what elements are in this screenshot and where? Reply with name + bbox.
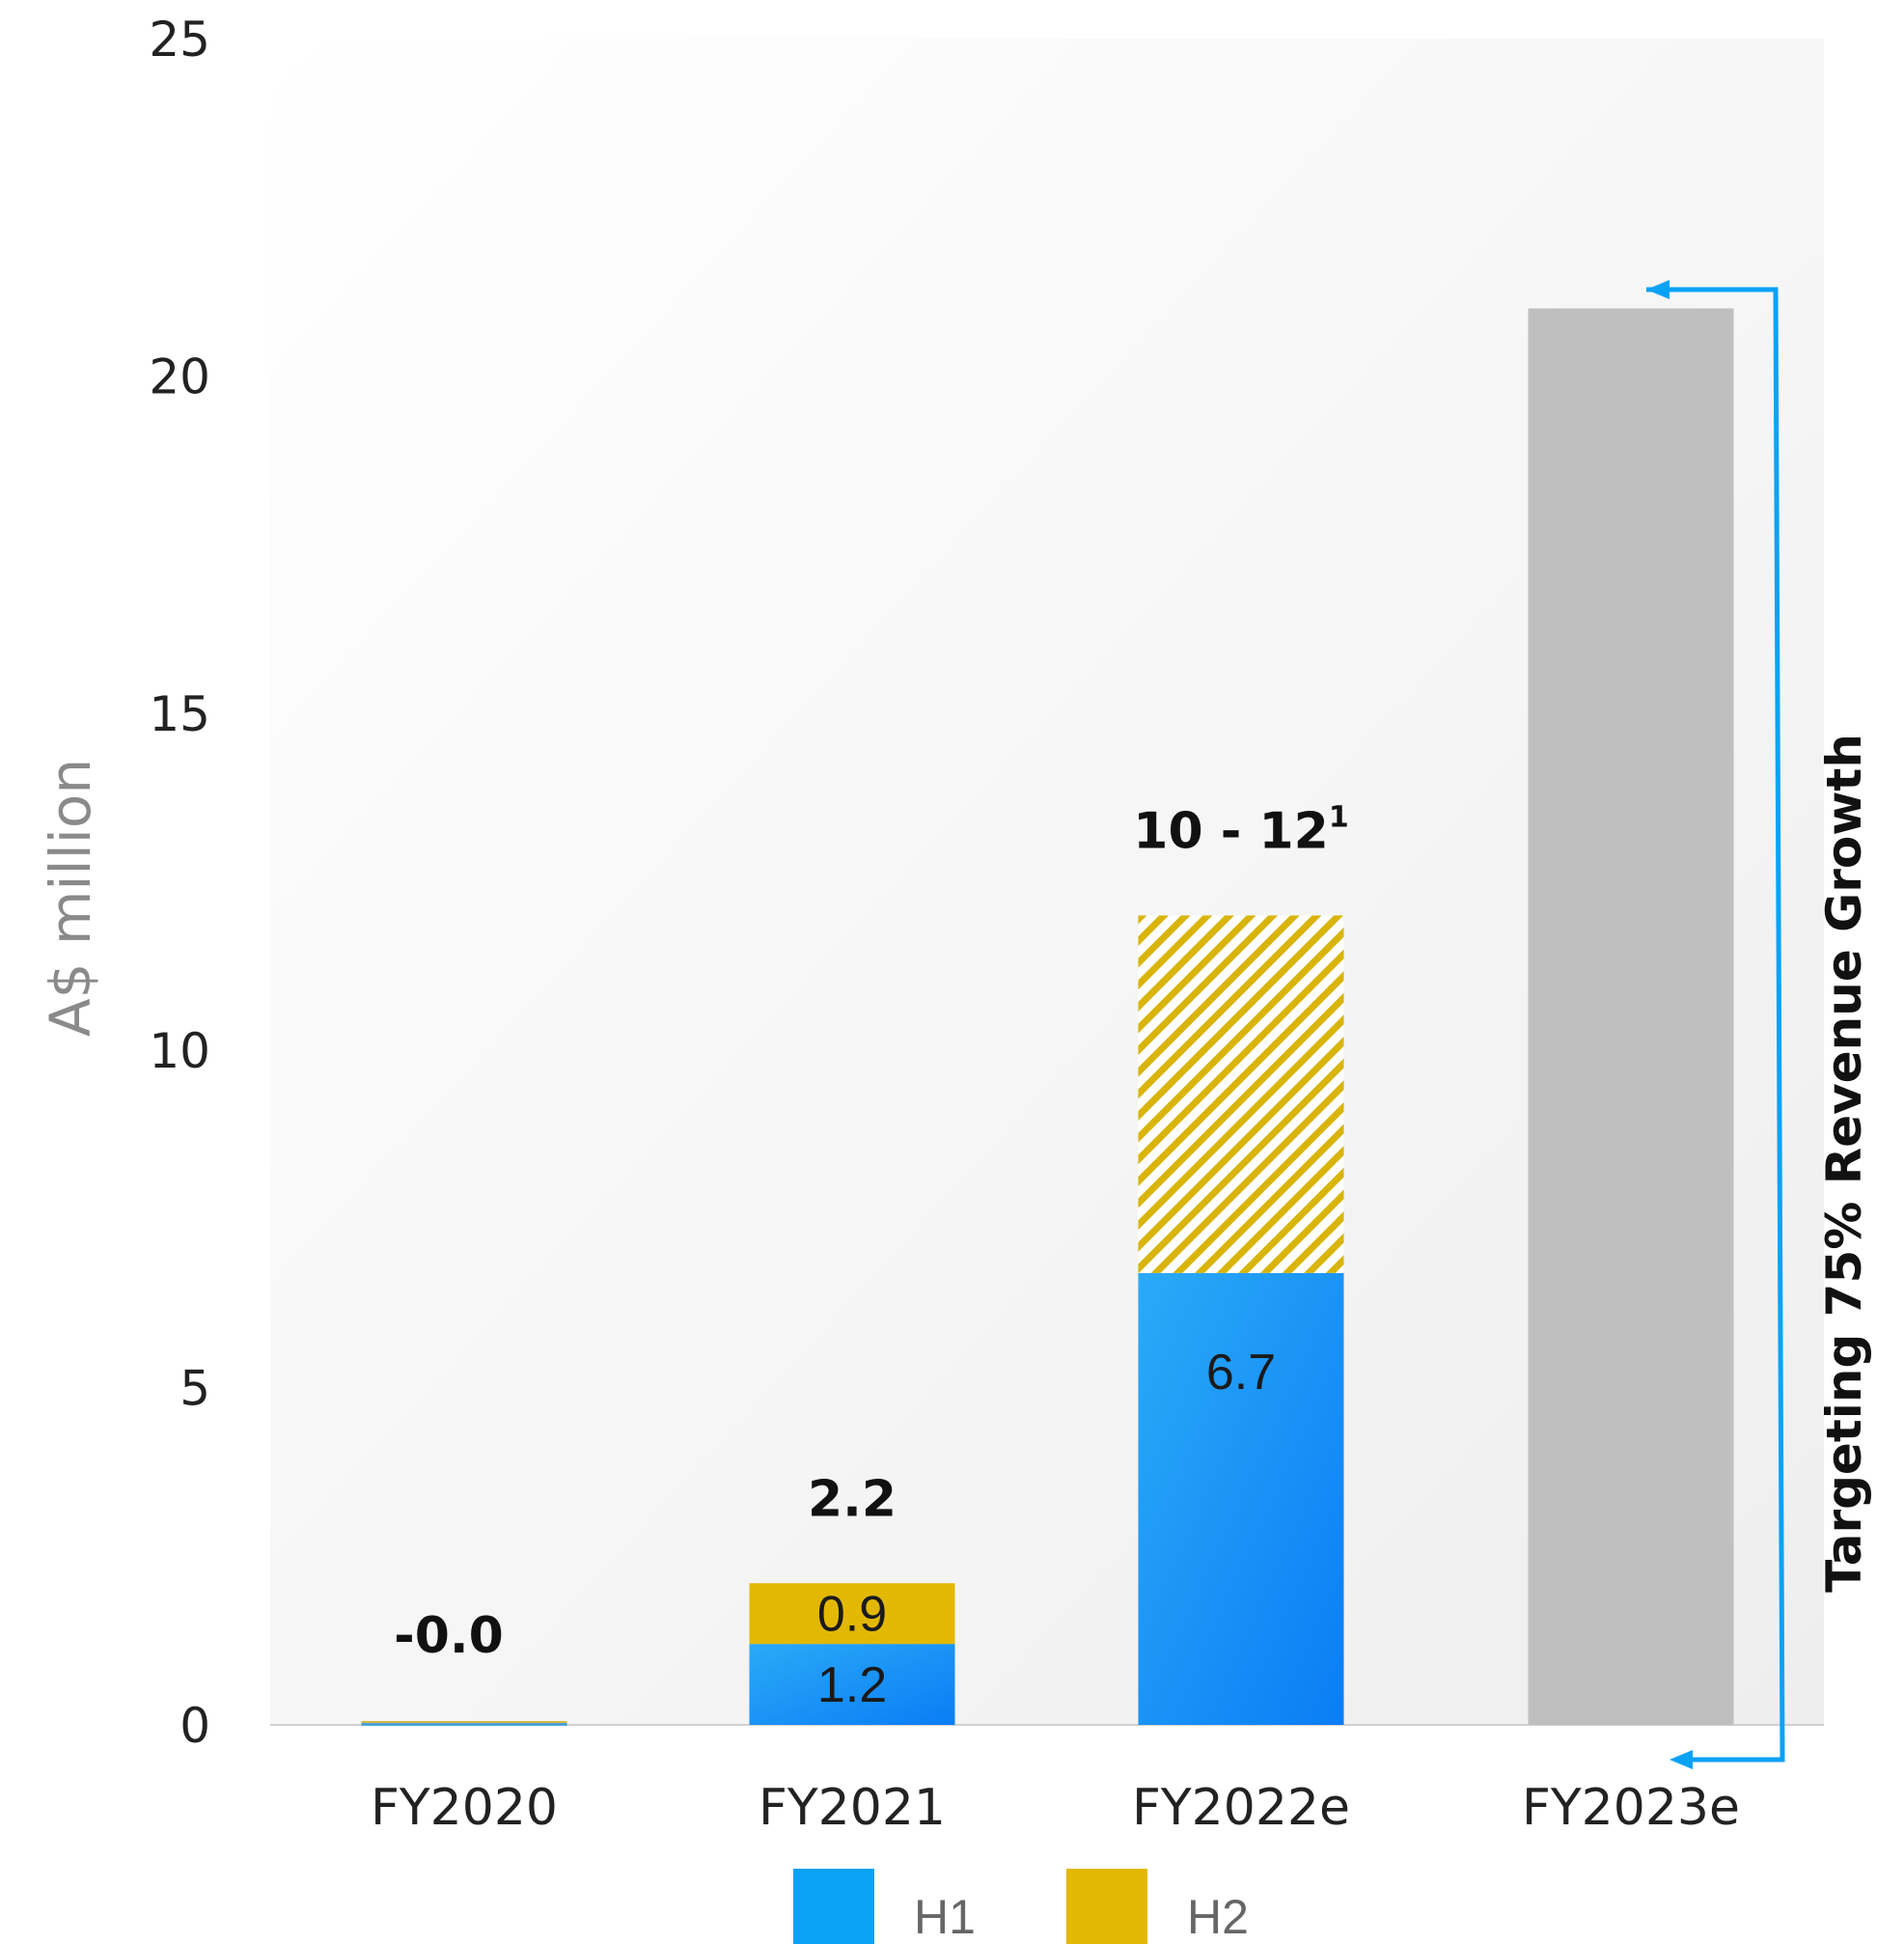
total-label: 2.2 [808,1470,897,1528]
total-label: 10 - 121 [1133,800,1348,860]
y-axis-label: A$ million [38,759,103,1037]
bar-FY2022e-h1 [1139,1273,1344,1725]
y-tick-label: 25 [149,12,210,68]
total-label-value: 2.2 [808,1470,897,1528]
bar-FY2022e-h2 [1139,915,1344,1272]
y-axis-ticks: 0 5 10 15 20 25 [149,12,210,1754]
legend-swatch-H1 [793,1869,874,1944]
legend-label: H1 [914,1890,976,1944]
segment-label-h2: 0.9 [817,1587,887,1643]
y-tick-label: 5 [179,1361,210,1417]
footnote-marker: 1 [1329,800,1349,834]
x-axis-ticks: FY2020 FY2021 FY2022e FY2023e [371,1779,1740,1837]
legend-label: H2 [1187,1890,1249,1944]
x-tick-label: FY2022e [1132,1779,1350,1837]
total-label-value: -0.0 [394,1607,504,1665]
x-tick-label: FY2020 [371,1779,558,1837]
x-tick-label: FY2023e [1522,1779,1740,1837]
segment-label-h1: 1.2 [817,1657,887,1713]
segment-label-h1: 6.7 [1206,1345,1276,1401]
total-label: -0.0 [394,1607,504,1665]
legend: H1 H2 [793,1869,1249,1944]
bar-FY2020-zero-h2 [362,1721,567,1723]
growth-annotation: Targeting 75% Revenue Growth [1816,734,1872,1593]
total-label-value: 10 - 12 [1133,802,1329,860]
legend-swatch-H2 [1066,1869,1147,1944]
y-tick-label: 20 [149,348,210,404]
y-tick-label: 15 [149,686,210,742]
y-tick-label: 10 [149,1023,210,1079]
bar-FY2020-zero [362,1723,567,1726]
y-tick-label: 0 [179,1698,210,1754]
growth-arrowhead-bottom [1669,1750,1693,1769]
x-tick-label: FY2021 [759,1779,946,1837]
bar-FY2023e-projection [1529,309,1734,1725]
